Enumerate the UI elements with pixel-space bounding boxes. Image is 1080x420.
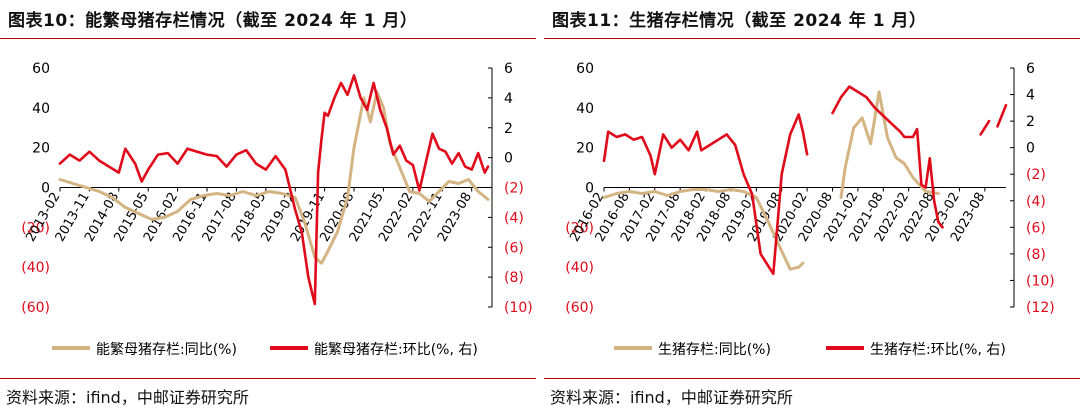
left-tick-label: 60 <box>32 61 50 77</box>
left-tick-label: 60 <box>576 61 594 77</box>
right-tick-label: 2 <box>1026 114 1035 130</box>
right-tick-label: (2) <box>1026 167 1046 183</box>
right-tick-label: (6) <box>1026 220 1046 236</box>
left-tick-label: (60) <box>21 300 50 316</box>
right-tick-label: 6 <box>504 61 513 77</box>
right-tick-label: 4 <box>1026 88 1035 104</box>
left-tick-label: (20) <box>565 220 594 236</box>
yoy-series-line <box>602 188 805 271</box>
right-tick-label: (10) <box>504 300 533 316</box>
mom-series-line <box>58 74 490 306</box>
left-tick-label: 40 <box>32 101 50 117</box>
left-tick-label: 0 <box>41 181 50 197</box>
left-tick-label: (40) <box>565 260 594 276</box>
source-rule <box>544 378 1080 379</box>
source-note: 资料来源：ifind，中邮证券研究所 <box>6 388 249 407</box>
left-tick-label: 0 <box>585 181 594 197</box>
chart-panel-hogs: 图表11：生猪存栏情况（截至 2024 年 1 月） 60 40 20 0 (20) (4… <box>544 0 1080 420</box>
left-tick-label: (60) <box>565 300 594 316</box>
chart-title: 图表10：能繁母猪存栏情况（截至 2024 年 1 月） <box>8 11 418 31</box>
source-rule <box>0 378 536 379</box>
legend-label: 能繁母猪存栏:同比(%) <box>96 342 237 358</box>
left-tick-label: (40) <box>21 260 50 276</box>
right-tick-label: 4 <box>504 91 513 107</box>
title-rule <box>544 38 1080 39</box>
right-tick-label: (10) <box>1026 273 1055 289</box>
hog-inventory-chart: 6040200(20)(40)(60)6420(2)(4)(6)(8)(10)(… <box>565 61 1055 358</box>
legend-label: 生猪存栏:同比(%) <box>658 342 771 358</box>
right-tick-label: (8) <box>504 270 524 286</box>
right-tick-label: (12) <box>1026 300 1055 316</box>
mom-series-line <box>979 119 991 136</box>
right-tick-label: (8) <box>1026 247 1046 263</box>
right-tick-label: (2) <box>504 181 524 197</box>
right-tick-label: (4) <box>504 210 524 226</box>
source-note: 资料来源：ifind，中邮证券研究所 <box>550 388 793 407</box>
mom-series-line <box>996 103 1008 128</box>
right-tick-label: 6 <box>1026 61 1035 77</box>
mom-series-line <box>831 85 944 229</box>
left-tick-label: 20 <box>32 141 50 157</box>
right-tick-label: (6) <box>504 240 524 256</box>
legend-label: 生猪存栏:环比(%, 右) <box>870 342 1006 358</box>
left-tick-label: 20 <box>576 141 594 157</box>
right-tick-label: 2 <box>504 121 513 137</box>
left-tick-label: (20) <box>21 220 50 236</box>
yoy-series-line <box>839 90 940 199</box>
mom-series-line <box>602 113 809 276</box>
right-tick-label: (4) <box>1026 194 1046 210</box>
title-rule <box>0 38 536 39</box>
chart-title: 图表11：生猪存栏情况（截至 2024 年 1 月） <box>552 11 927 31</box>
left-tick-label: 40 <box>576 101 594 117</box>
right-tick-label: 0 <box>504 151 513 167</box>
chart-panel-sows: 图表10：能繁母猪存栏情况（截至 2024 年 1 月） 60 40 20 0 (20)… <box>0 0 536 420</box>
sows-inventory-chart: 6040200(20)(40)(60)6420(2)(4)(6)(8)(10)2… <box>21 61 533 358</box>
right-tick-label: 0 <box>1026 141 1035 157</box>
legend-label: 能繁母猪存栏:环比(%, 右) <box>314 342 478 358</box>
